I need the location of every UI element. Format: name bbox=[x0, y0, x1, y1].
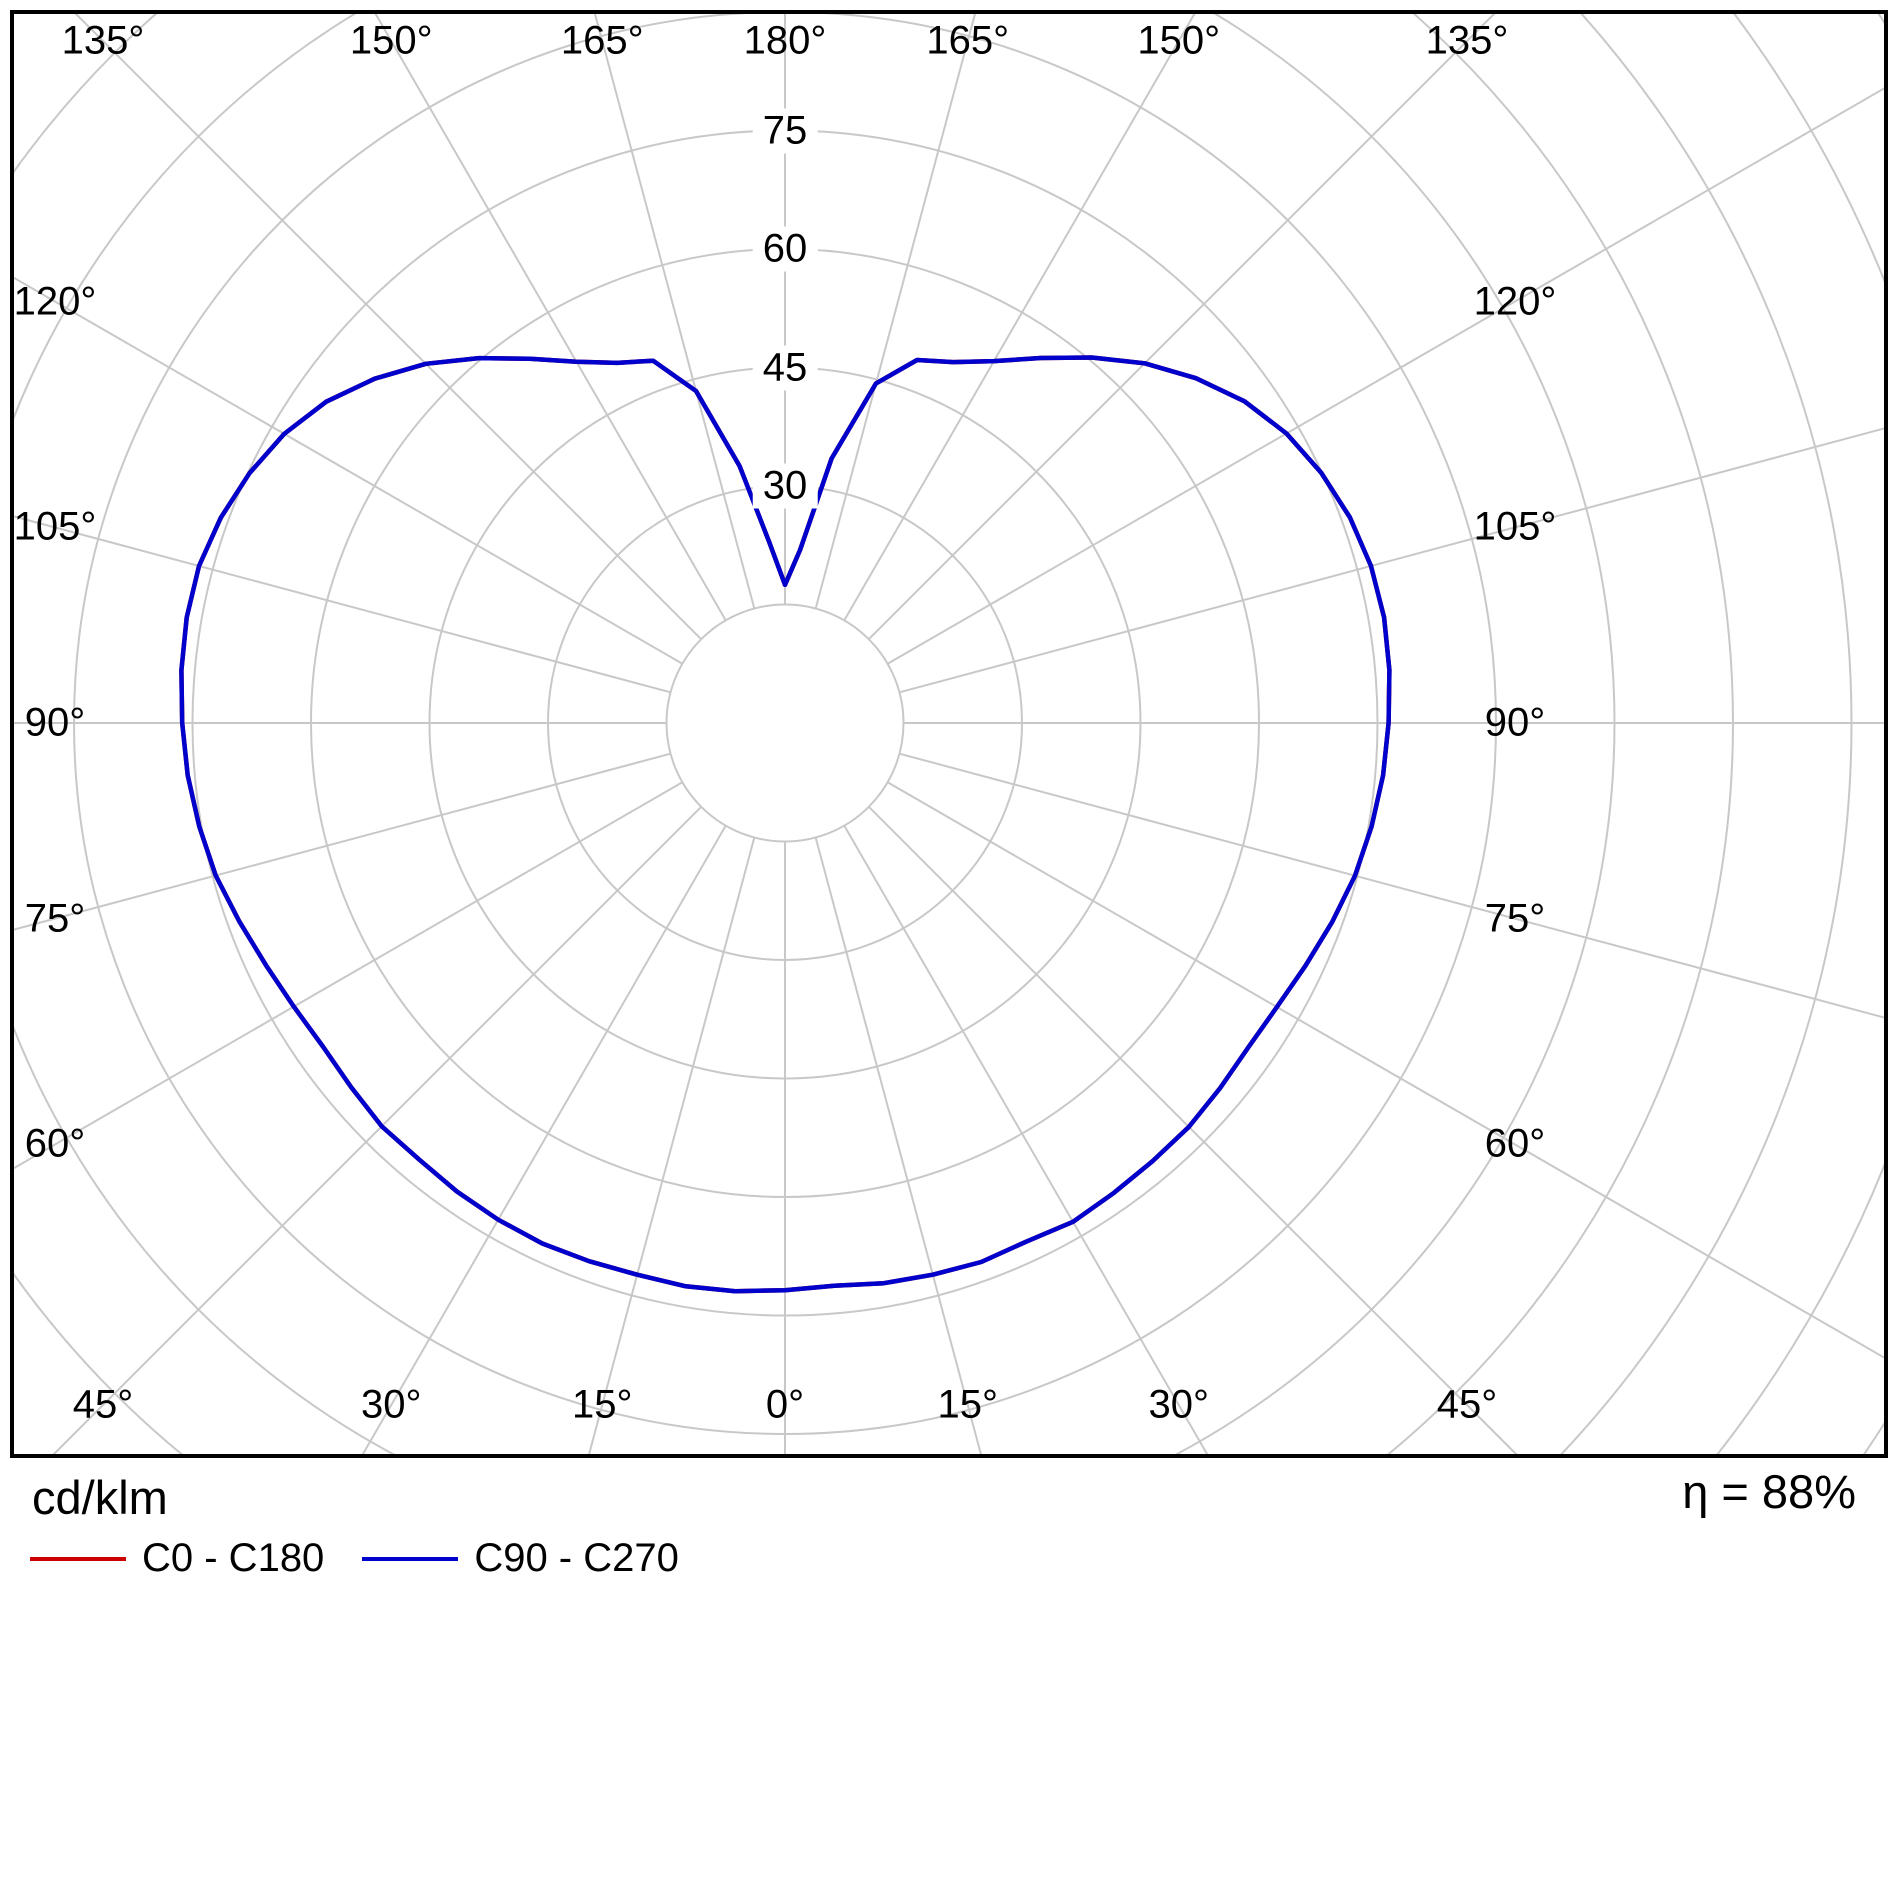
chart-frame bbox=[10, 10, 1888, 1458]
legend-item-c90-c270: C90 - C270 bbox=[362, 1536, 679, 1581]
legend-label-c90-c270: C90 - C270 bbox=[474, 1536, 679, 1580]
efficiency-label: η = 88% bbox=[1682, 1465, 1856, 1518]
legend: C0 - C180 C90 - C270 bbox=[30, 1536, 679, 1581]
legend-line-c0-c180 bbox=[30, 1556, 126, 1561]
legend-line-c90-c270 bbox=[362, 1556, 459, 1561]
legend-label-c0-c180: C0 - C180 bbox=[142, 1536, 325, 1580]
units-label: cd/klm bbox=[32, 1471, 168, 1524]
legend-item-c0-c180: C0 - C180 bbox=[30, 1536, 324, 1581]
curve-C90-C270 bbox=[179, 355, 1392, 1294]
